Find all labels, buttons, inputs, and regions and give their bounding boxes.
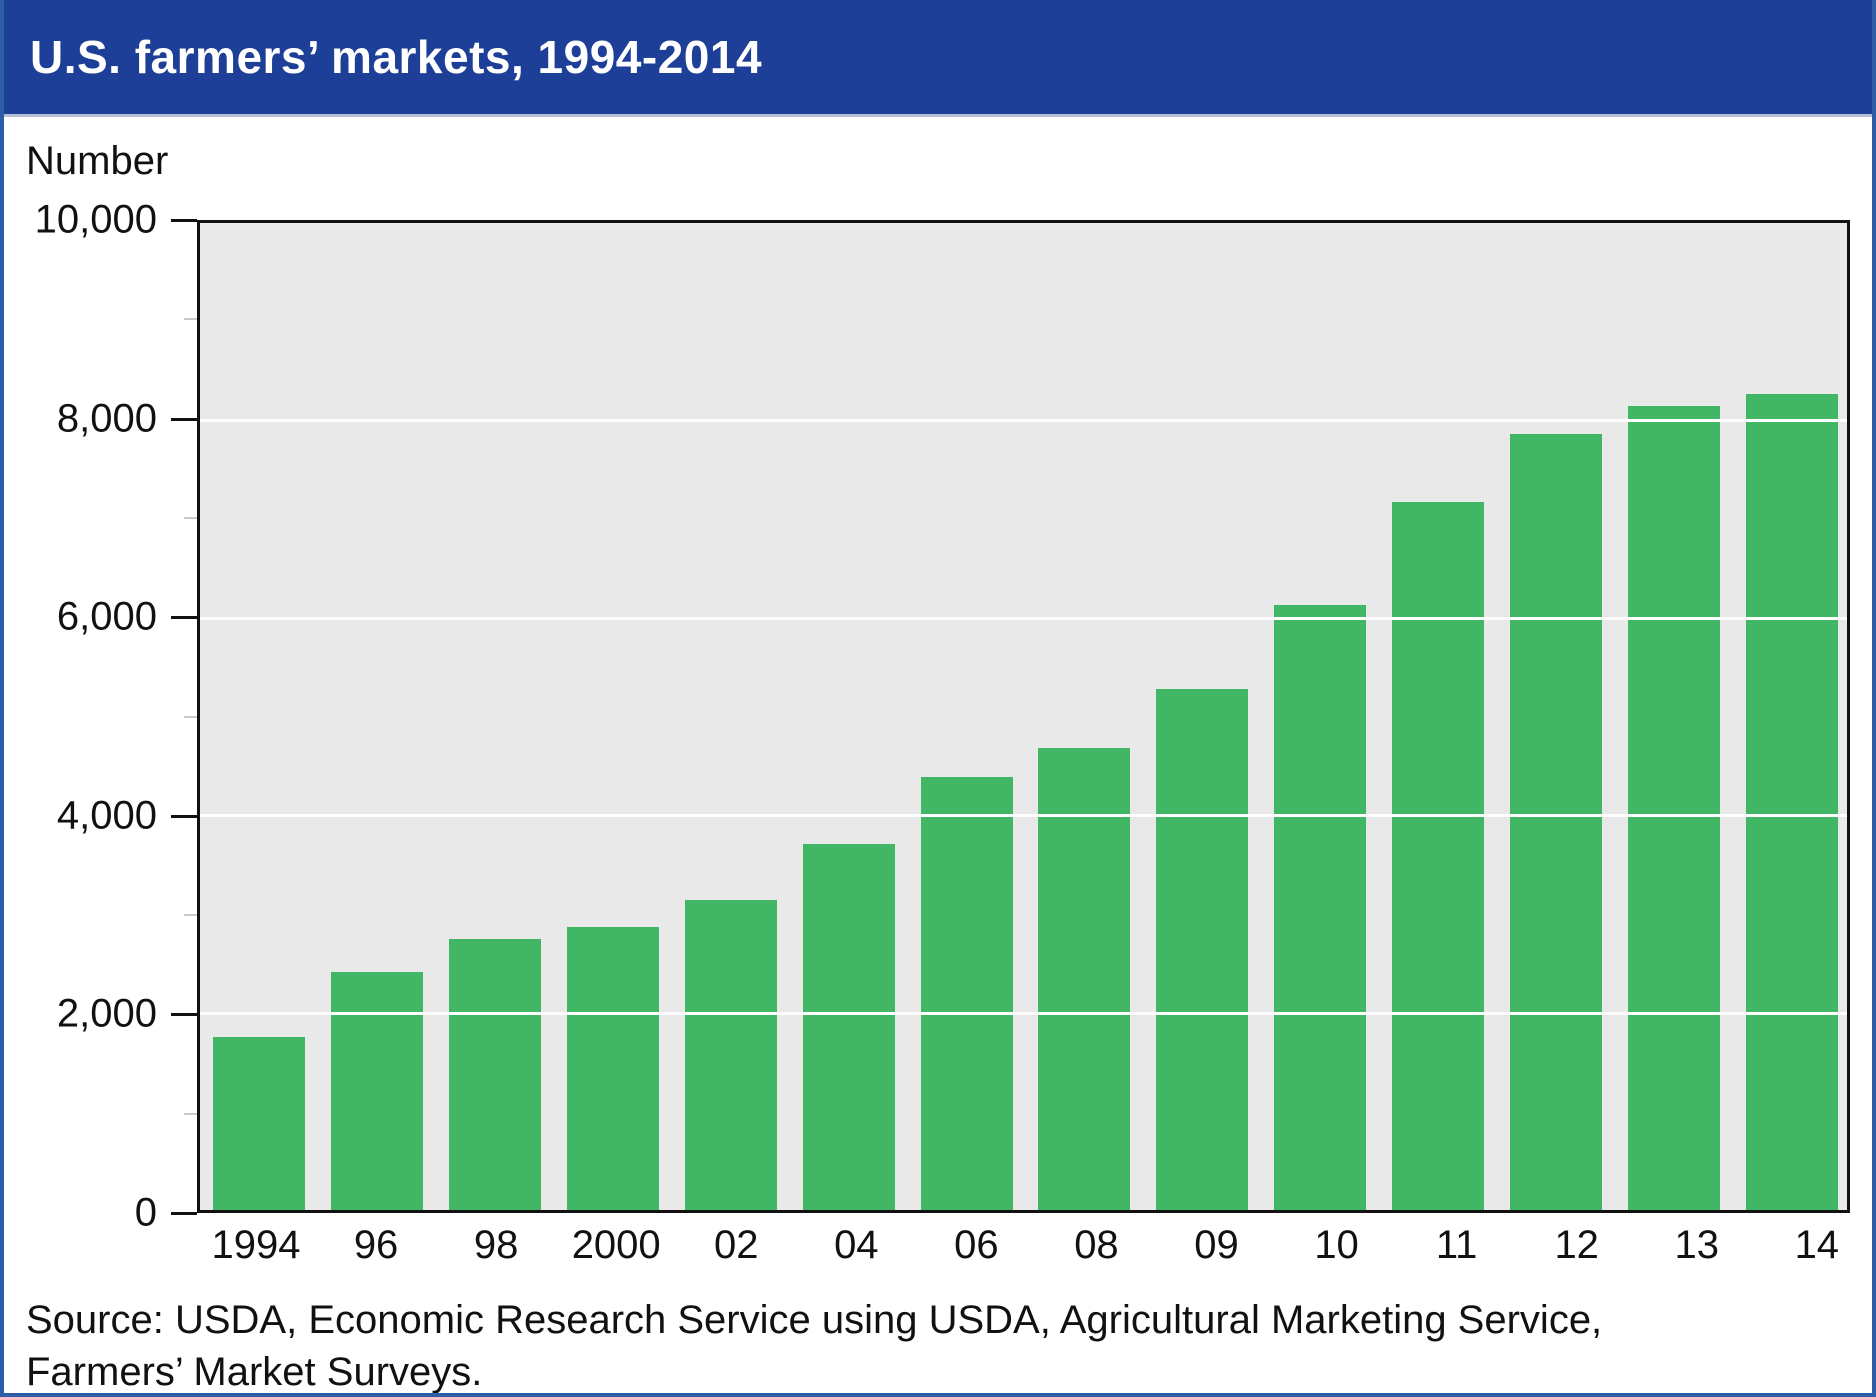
- x-tick-cell-14: 14: [1771, 1223, 1863, 1268]
- y-minor-tick-5000: [184, 715, 197, 718]
- x-tick-cell-02: 02: [690, 1223, 782, 1268]
- x-tick-label-2000: 2000: [571, 1223, 661, 1267]
- chart-title: U.S. farmers’ markets, 1994-2014: [30, 31, 763, 83]
- y-major-tick-0: [171, 1212, 197, 1215]
- bar-04: [802, 844, 895, 1210]
- x-tick-label-06: 06: [954, 1223, 999, 1267]
- x-tick-cell-12: 12: [1531, 1223, 1623, 1268]
- gridline-4000: [200, 814, 1847, 818]
- chart-title-banner: U.S. farmers’ markets, 1994-2014: [4, 0, 1872, 117]
- source-line-1: Source: USDA, Economic Research Service …: [26, 1298, 1603, 1342]
- y-tick-label-0: 0: [134, 1190, 157, 1235]
- y-minor-tick-7000: [184, 516, 197, 519]
- y-minor-tick-9000: [184, 318, 197, 321]
- source-line-2: Farmers’ Market Surveys.: [26, 1350, 483, 1394]
- x-tick-cell-11: 11: [1411, 1223, 1503, 1268]
- x-tick-label-10: 10: [1314, 1223, 1359, 1267]
- bar-08: [1038, 747, 1131, 1210]
- source-note: Source: USDA, Economic Research Service …: [26, 1294, 1842, 1394]
- gridline-2000: [200, 1011, 1847, 1015]
- y-tick-label-4000: 4,000: [56, 793, 157, 838]
- x-tick-label-14: 14: [1794, 1223, 1840, 1267]
- x-tick-label-98: 98: [473, 1223, 519, 1267]
- y-tick-label-8000: 8,000: [56, 396, 157, 441]
- y-tick-label-2000: 2,000: [56, 991, 157, 1036]
- x-tick-label-96: 96: [353, 1223, 399, 1267]
- gridline-8000: [200, 419, 1847, 423]
- y-major-tick-6000: [171, 616, 197, 620]
- y-major-tick-10000: [171, 219, 197, 222]
- bar-02: [684, 900, 777, 1210]
- y-major-tick-4000: [171, 814, 197, 818]
- bar-96: [330, 972, 423, 1210]
- bar-2000: [566, 927, 659, 1210]
- y-axis-unit-label: Number: [26, 139, 169, 183]
- x-tick-cell-13: 13: [1651, 1223, 1743, 1268]
- x-tick-cell-08: 08: [1050, 1223, 1142, 1268]
- bar-11: [1392, 501, 1485, 1210]
- x-tick-cell-2000: 2000: [570, 1223, 662, 1268]
- plot-area: [197, 220, 1850, 1213]
- x-tick-label-11: 11: [1435, 1223, 1478, 1267]
- x-tick-cell-09: 09: [1171, 1223, 1263, 1268]
- x-tick-label-13: 13: [1674, 1223, 1720, 1267]
- x-tick-label-02: 02: [714, 1223, 759, 1267]
- x-tick-cell-04: 04: [810, 1223, 902, 1268]
- gridline-6000: [200, 616, 1847, 620]
- bar-12: [1510, 433, 1603, 1210]
- x-tick-cell-96: 96: [330, 1223, 422, 1268]
- plot-row: 0 2,000 4,000 6,000 8,000 10,000: [35, 198, 1850, 1235]
- y-minor-tick-1000: [184, 1112, 197, 1115]
- bar-1994: [213, 1036, 305, 1210]
- x-tick-cell-10: 10: [1291, 1223, 1383, 1268]
- x-tick-label-04: 04: [834, 1223, 879, 1267]
- x-tick-cell-06: 06: [930, 1223, 1022, 1268]
- x-axis-labels: 1994 96 98 2000 02 04 06 08 09 10 11 12 13 14: [197, 1223, 1872, 1268]
- x-tick-label-12: 12: [1554, 1223, 1599, 1267]
- bar-14: [1745, 393, 1838, 1210]
- x-tick-cell-1994: 1994: [210, 1223, 302, 1268]
- bar-98: [448, 938, 541, 1210]
- y-major-tick-8000: [171, 417, 197, 421]
- bar-13: [1628, 406, 1721, 1210]
- bar-09: [1156, 689, 1249, 1210]
- x-tick-cell-98: 98: [450, 1223, 542, 1268]
- y-major-tick-2000: [171, 1013, 197, 1017]
- y-tick-label-6000: 6,000: [56, 594, 157, 639]
- x-tick-label-1994: 1994: [211, 1223, 301, 1267]
- y-minor-tick-3000: [184, 914, 197, 917]
- bar-series: [200, 223, 1847, 1210]
- y-tick-label-10000: 10,000: [34, 197, 157, 242]
- x-tick-label-09: 09: [1194, 1223, 1239, 1267]
- bar-06: [920, 777, 1013, 1210]
- bar-10: [1274, 604, 1367, 1210]
- x-tick-label-08: 08: [1074, 1223, 1119, 1267]
